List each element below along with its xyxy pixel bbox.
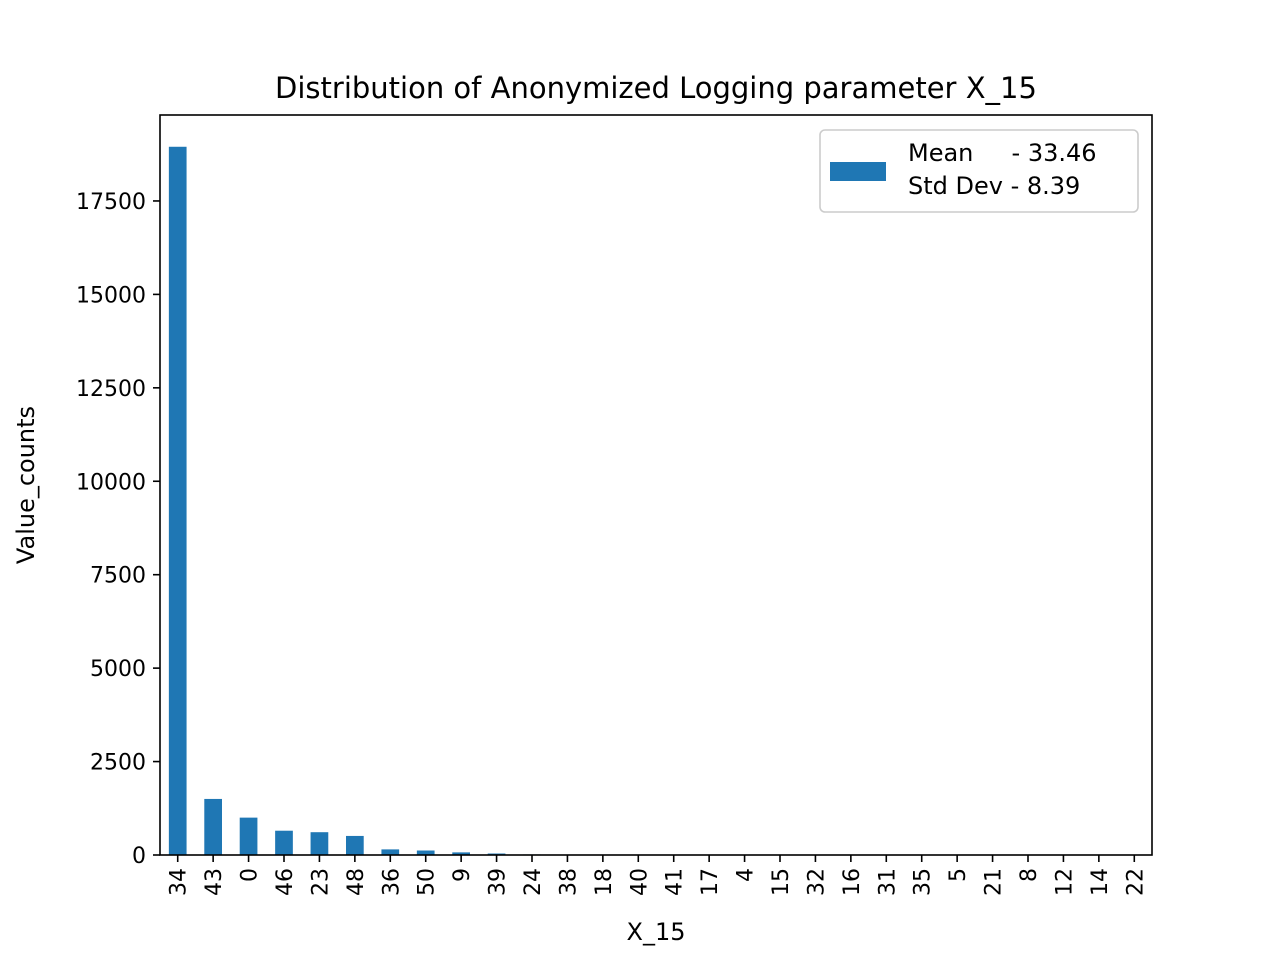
x-tick-label-43: 43 [202,868,227,896]
x-tick-label-0: 0 [238,868,263,882]
x-tick-label-8: 8 [1017,868,1042,882]
y-tick-label: 17500 [76,190,146,215]
bar-50 [416,850,435,855]
legend-swatch [830,162,886,181]
x-tick-label-14: 14 [1088,868,1113,896]
bar-43 [204,798,222,855]
x-tick-label-9: 9 [450,868,475,882]
legend-line-mean: Mean - 33.46 [908,139,1097,167]
x-tick-label-18: 18 [592,868,617,896]
x-tick-label-41: 41 [663,868,688,896]
bar-36 [381,849,400,855]
bars-layer [168,146,1144,855]
x-tick-label-17: 17 [698,868,723,896]
y-tick-label: 0 [132,844,146,869]
bar-48 [346,835,364,855]
bar-46 [275,830,293,855]
y-tick-label: 12500 [76,377,146,402]
x-tick-label-50: 50 [415,868,440,896]
y-tick-label: 7500 [90,564,146,589]
y-axis: 0 2500 5000 7500 10000 12500 15000 17500 [76,190,160,869]
x-tick-label-36: 36 [379,868,404,896]
x-tick-label-46: 46 [273,868,298,896]
x-tick-label-32: 32 [804,868,829,896]
bar-9 [452,852,470,855]
x-tick-label-39: 39 [486,868,511,896]
x-axis: 34 43 0 46 23 48 36 50 9 39 24 38 18 40 41 17 4 15 32 16 31 3… [167,855,1148,896]
x-tick-label-21: 21 [982,868,1007,896]
x-tick-label-35: 35 [911,868,936,896]
y-tick-label: 5000 [90,657,146,682]
x-tick-label-38: 38 [556,868,581,896]
bar-23 [310,832,329,855]
plot-frame [159,114,1153,856]
x-tick-label-24: 24 [521,868,546,896]
x-tick-label-48: 48 [344,868,369,896]
x-tick-label-5: 5 [946,868,971,882]
legend: Mean - 33.46 Std Dev - 8.39 [819,129,1139,213]
x-tick-label-16: 16 [840,868,865,896]
x-tick-label-22: 22 [1123,868,1148,896]
x-tick-label-40: 40 [627,868,652,896]
chart-title: Distribution of Anonymized Logging param… [275,71,1037,105]
x-tick-label-31: 31 [875,868,900,896]
x-tick-label-4: 4 [734,868,759,882]
y-tick-label: 2500 [90,751,146,776]
bar-0 [239,817,258,855]
x-tick-label-15: 15 [769,868,794,896]
bar-34 [168,146,187,855]
x-axis-label: X_15 [627,918,686,946]
y-tick-label: 15000 [76,283,146,308]
x-tick-label-34: 34 [167,868,192,896]
y-axis-label: Value_counts [12,406,40,564]
x-tick-label-23: 23 [308,868,333,896]
y-tick-label: 10000 [76,470,146,495]
legend-line-std: Std Dev - 8.39 [908,172,1080,200]
x-tick-label-12: 12 [1052,868,1077,896]
legend-frame [819,129,1139,213]
